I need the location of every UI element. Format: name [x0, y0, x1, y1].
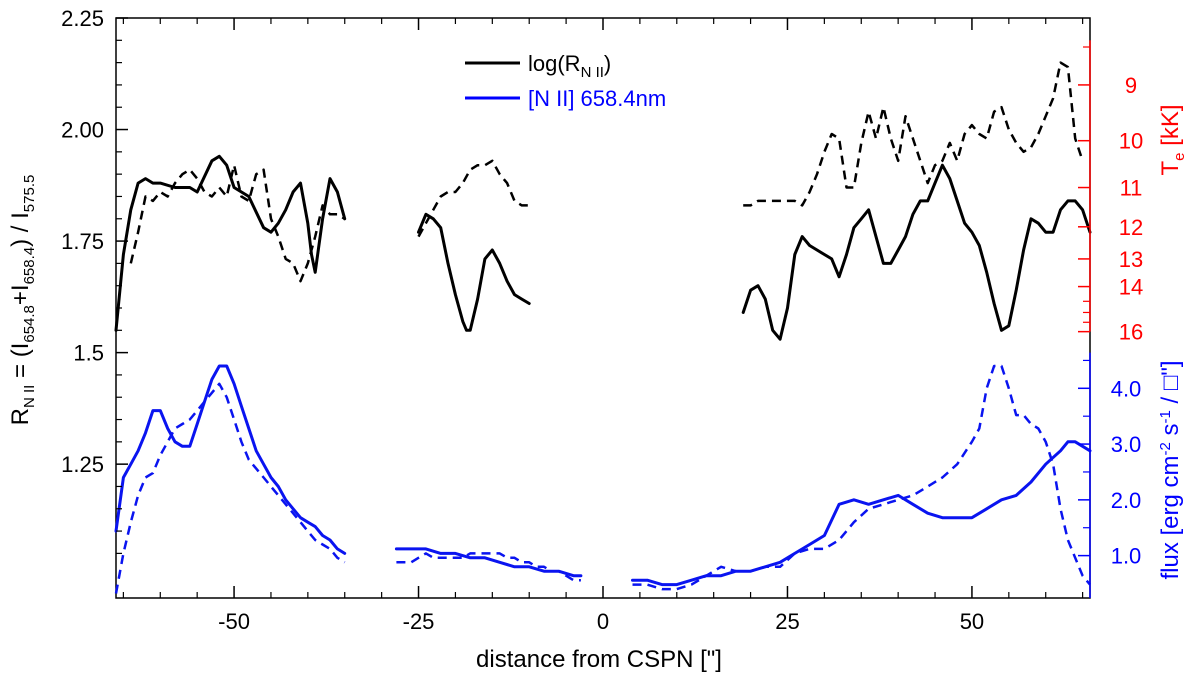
flux-mid: s — [1157, 423, 1184, 442]
ylabel-mid3: ) / I — [7, 212, 34, 247]
te-rest: [kK] — [1157, 104, 1184, 152]
series-line-6 — [114, 364, 347, 555]
y-tick-label: 2.00 — [61, 118, 104, 143]
series-layer — [114, 61, 1092, 594]
flux-sup2: -1 — [1157, 410, 1174, 423]
flux-tick-label: 1.0 — [1111, 544, 1142, 569]
legend: log(RN II) [N II] 658.4nm — [465, 51, 666, 111]
series-line-5 — [743, 61, 1084, 207]
axis-layer: -50 -25 0 25 50 1.25 1.5 1.75 2.00 2.25 9 10 11 12 13 1… — [61, 6, 1143, 634]
x-tick-label: 50 — [960, 609, 984, 634]
x-tick-label: -25 — [403, 609, 435, 634]
flux-tick-label: 2.0 — [1111, 488, 1142, 513]
series-line-11 — [632, 364, 1091, 591]
ylabel-sub3: 658.4 — [21, 247, 38, 285]
y-axis-title-te: Te [kK] — [1157, 104, 1188, 175]
legend-label-ratio: log(RN II) — [528, 51, 611, 81]
y-tick-label: 1.25 — [61, 452, 104, 477]
flux-main: flux [erg cm — [1157, 456, 1184, 580]
te-tick-label: 13 — [1119, 247, 1143, 272]
te-tick-label: 14 — [1119, 275, 1143, 300]
ylabel-mid1: = (I — [7, 343, 34, 385]
te-main: T — [1157, 161, 1184, 176]
x-tick-label: 0 — [597, 609, 609, 634]
y-tick-label: 2.25 — [61, 6, 104, 31]
series-line-9 — [396, 552, 581, 582]
ylabel-sub2: 654.8 — [21, 305, 38, 343]
series-line-10 — [631, 440, 1092, 587]
y-tick-label: 1.5 — [73, 341, 104, 366]
x-axis-title: distance from CSPN ["] — [476, 646, 722, 673]
ylabel-mid2: +I — [7, 284, 34, 305]
y-axis-title-ratio: RN II = (I654.8+I658.4) / I575.5 — [7, 175, 38, 426]
x-tick-label: -50 — [218, 609, 250, 634]
legend-label-flux: [N II] 658.4nm — [528, 86, 666, 111]
te-tick-label: 9 — [1125, 73, 1137, 98]
te-tick-label: 11 — [1120, 176, 1143, 201]
ylabel-main: R — [7, 408, 34, 425]
legend-ratio-close: ) — [604, 51, 611, 76]
x-tick-label: 25 — [775, 609, 799, 634]
series-line-2 — [417, 212, 531, 332]
te-sub: e — [1171, 153, 1188, 161]
flux-rest: / □"] — [1157, 360, 1184, 410]
y-tick-label: 1.75 — [61, 229, 104, 254]
te-tick-label: 12 — [1119, 215, 1143, 240]
series-line-4 — [741, 163, 1092, 341]
legend-ratio-sub: N II — [581, 64, 604, 81]
te-tick-label: 16 — [1119, 320, 1143, 345]
flux-sup1: -2 — [1157, 442, 1174, 455]
series-line-1 — [129, 163, 346, 283]
flux-tick-label: 4.0 — [1111, 376, 1142, 401]
te-tick-label: 10 — [1119, 129, 1143, 154]
y-axis-title-flux: flux [erg cm-2 s-1 / □"] — [1157, 360, 1184, 579]
ylabel-sub1: N II — [21, 385, 38, 408]
ylabel-sub4: 575.5 — [21, 175, 38, 213]
legend-ratio-text: log(R — [528, 51, 581, 76]
series-line-3 — [417, 159, 530, 238]
flux-tick-label: 3.0 — [1111, 432, 1142, 457]
series-line-0 — [114, 154, 347, 332]
